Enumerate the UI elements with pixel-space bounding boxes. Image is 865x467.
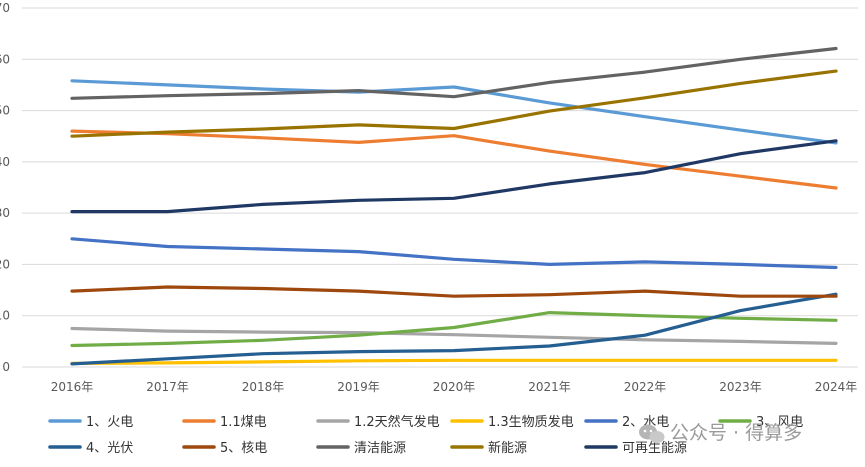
legend-label: 清洁能源 [354,441,406,456]
legend-item: 1.2天然气发电 [316,414,440,430]
legend-label: 5、核电 [220,441,267,456]
y-tick-label: 70 [0,1,10,15]
legend-item: 1.1煤电 [182,415,267,430]
series-line-2 [70,129,838,190]
series-line-4 [70,358,838,365]
x-tick-label: 2024年 [815,380,858,394]
x-tick-label: 2018年 [242,380,285,394]
series-line-5 [70,237,838,270]
legend-item: 2、水电 [584,415,669,430]
watermark: 公众号 · 得算多 [639,422,802,444]
series-line-11 [70,139,838,214]
y-tick-label: 50 [0,104,10,118]
legend-label: 1.3生物质发电 [488,414,574,430]
y-tick-label: 0 [2,360,10,374]
legend-label: 2、水电 [622,415,669,430]
legend-item: 4、光伏 [48,441,133,456]
x-tick-label: 2019年 [337,380,380,394]
y-axis: 70 60 50 40 30 20 10 0 [0,1,10,374]
legend-item: 新能源 [450,440,527,456]
series-line-1 [70,79,838,145]
legend-label: 1.2天然气发电 [354,414,440,430]
legend-label: 3、风电 [756,415,803,430]
legend-item: 可再生能源 [584,441,687,456]
legend-item: 1、火电 [48,415,133,430]
legend-item: 清洁能源 [316,441,406,456]
wechat-icon [639,424,665,443]
legend-label: 1.1煤电 [220,415,267,430]
series-lines [70,46,838,366]
y-tick-label: 40 [0,155,10,169]
legend-item: 3、风电 [718,415,803,430]
y-tick-label: 30 [0,206,10,220]
legend-label: 可再生能源 [622,441,687,456]
series-line-3 [70,326,838,345]
y-tick-label: 20 [0,257,10,271]
watermark-text: 公众号 · 得算多 [670,422,802,444]
series-line-9 [70,46,838,100]
x-tick-label: 2022年 [624,380,667,394]
legend-item: 1.3生物质发电 [450,414,574,430]
series-line-7 [70,292,838,366]
y-tick-label: 60 [0,52,10,66]
x-tick-label: 2023年 [719,380,762,394]
legend-label: 1、火电 [86,415,133,430]
x-axis: 2016年 2017年 2018年 2019年 2020年 2021年 2022年 2023年… [51,380,858,394]
y-tick-label: 10 [0,309,10,323]
legend-label: 4、光伏 [86,441,133,456]
legend: 1、火电 1.1煤电 1.2天然气发电 1.3生物质发电 2、水电 3、风电 4、光伏 5、核… [48,414,803,456]
x-tick-label: 2020年 [433,380,476,394]
x-tick-label: 2016年 [51,380,94,394]
x-tick-label: 2021年 [528,380,571,394]
series-line-8 [70,285,838,298]
x-tick-label: 2017年 [146,380,189,394]
series-line-10 [70,69,838,138]
legend-label: 新能源 [488,440,527,456]
legend-item: 5、核电 [182,441,267,456]
